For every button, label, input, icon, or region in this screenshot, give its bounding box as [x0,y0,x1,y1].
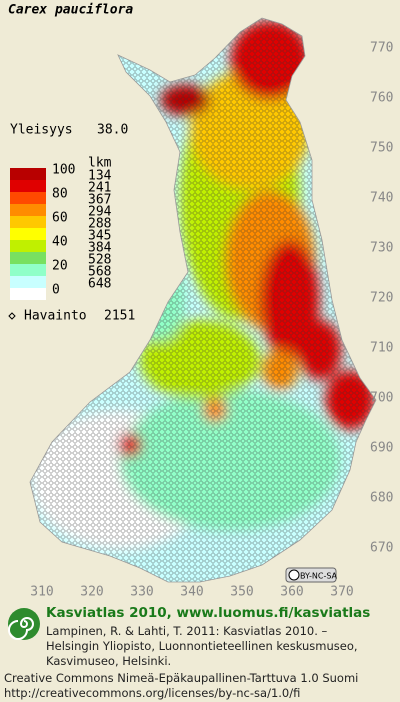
legend-percent: 20 [52,259,68,274]
legend-color [10,264,46,276]
legend-color [10,276,46,288]
legend-percent: 0 [52,283,60,298]
legend-count: 345 [88,229,111,244]
legend-count: 384 [88,241,112,256]
logo [8,608,40,640]
legend-color [10,204,46,216]
legend-color [10,252,46,264]
legend-count: 648 [88,277,111,292]
distribution [30,18,376,582]
legend-percent: 100 [52,163,75,178]
x-coordinate-label: 330 [130,585,153,600]
legend-color [10,216,46,228]
legend-color [10,240,46,252]
y-coordinate-label: 760 [370,91,393,106]
y-coordinate-label: 750 [370,141,393,156]
x-coordinate-label: 350 [230,585,253,600]
frequency-value: 38.0 [97,123,128,138]
map: Carex pauciflora Yleisyys 38.0 lkm Havai… [8,3,393,600]
legend-percent: 40 [52,235,68,250]
y-coordinate-label: 670 [370,541,393,556]
license-1: Creative Commons Nimeä-Epäkaupallinen-Ta… [4,671,359,685]
legend-count: 367 [88,193,111,208]
x-coordinate-label: 320 [80,585,103,600]
y-coordinate-label: 690 [370,441,393,456]
y-coordinate-label: 770 [370,41,393,56]
x-coordinate-label: 340 [180,585,203,600]
frequency-label: Yleisyys [10,123,73,138]
x-coordinate-label: 310 [30,585,53,600]
y-coordinate-label: 700 [370,391,393,406]
legend-percent: 80 [52,187,68,202]
legend-count: 528 [88,253,111,268]
observation-label: Havainto [24,309,87,324]
count-header: lkm [88,156,112,171]
citation-3: Kasvimuseo, Helsinki. [46,654,172,668]
country-outline [29,17,377,583]
legend-color [10,288,46,300]
legend-percent: 60 [52,211,68,226]
license-2: http://creativecommons.org/licenses/by-n… [4,686,301,700]
legend-count: 568 [88,265,111,280]
cc-text: BY-NC-SA [300,572,338,581]
observation-symbol [8,312,16,320]
species-title: Carex pauciflora [8,3,133,18]
legend-count: 288 [88,217,111,232]
citation-2: Helsingin Yliopisto, Luonnontieteellinen… [46,639,358,653]
legend-color [10,180,46,192]
x-coordinate-label: 360 [280,585,303,600]
x-coordinate-label: 370 [330,585,353,600]
y-coordinate-label: 740 [370,191,393,206]
y-coordinate-label: 710 [370,341,393,356]
observation-count: 2151 [104,309,135,324]
cc-icon [288,569,300,581]
footer-heading: Kasviatlas 2010, www.luomus.fi/kasviatla… [46,605,371,621]
legend-color [10,228,46,240]
legend-color [10,192,46,204]
citation-1: Lampinen, R. & Lahti, T. 2011: Kasviatla… [46,624,328,638]
y-coordinate-label: 720 [370,291,393,306]
legend-color [10,168,46,180]
y-coordinate-label: 680 [370,491,393,506]
cc-badge [285,567,337,583]
y-coordinate-label: 730 [370,241,393,256]
legend-count: 294 [88,205,112,220]
legend-count: 134 [88,169,112,184]
legend-count: 241 [88,181,111,196]
